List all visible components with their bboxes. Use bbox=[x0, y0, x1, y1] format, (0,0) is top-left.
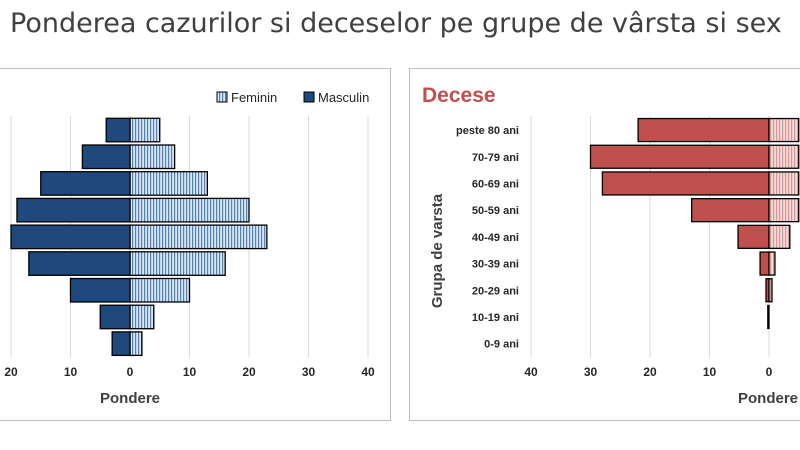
cases-bar-feminin-0-9-ani bbox=[129, 331, 143, 357]
cases-x-axis-title: Pondere bbox=[100, 390, 160, 407]
deaths-bar-masculin-30-39-ani bbox=[759, 251, 770, 276]
deaths-category-label: 20-29 ani bbox=[472, 285, 519, 297]
deaths-bar-feminin-70-79-ani bbox=[768, 144, 800, 169]
cases-bar-masculin-60-69-ani bbox=[40, 171, 131, 196]
deaths-bar-feminin-60-69-ani bbox=[768, 171, 800, 196]
deaths-bar-feminin-30-39-ani bbox=[768, 251, 776, 276]
deaths-bar-masculin-peste-80-ani bbox=[637, 117, 770, 143]
deaths-bar-feminin-20-29-ani bbox=[768, 278, 773, 303]
deaths-category-label: 0-9 ani bbox=[484, 339, 519, 351]
cases-bar-feminin-60-69-ani bbox=[129, 171, 208, 196]
deaths-x-tick-label: 30 bbox=[584, 365, 598, 379]
deaths-y-axis-title: Grupa de varsta bbox=[429, 193, 446, 308]
deaths-category-label: 40-49 ani bbox=[472, 232, 519, 244]
cases-bar-feminin-40-49-ani bbox=[129, 224, 268, 250]
deaths-bar-masculin-10-19-ani bbox=[767, 304, 770, 330]
deaths-bar-masculin-40-49-ani bbox=[737, 224, 770, 250]
deaths-category-label: 60-69 ani bbox=[472, 178, 519, 190]
deaths-bar-masculin-50-59-ani bbox=[690, 197, 770, 223]
legend-swatch-feminin bbox=[216, 91, 228, 103]
cases-bar-feminin-peste-80-ani bbox=[129, 117, 161, 143]
cases-bar-feminin-10-19-ani bbox=[129, 304, 155, 330]
deaths-bar-masculin-70-79-ani bbox=[589, 144, 770, 169]
cases-bar-masculin-30-39-ani bbox=[28, 251, 131, 276]
deaths-pyramid-chart: Decese 40 30 20 10 0 0-9 ani 10-19 ani 20-29 a… bbox=[422, 84, 800, 407]
cases-bar-feminin-30-39-ani bbox=[129, 251, 226, 276]
deaths-x-axis-title: Pondere bbox=[738, 390, 798, 407]
cases-chart-panel: 20 10 0 10 20 30 40 Pondere Feminin Masculin bbox=[0, 68, 391, 421]
cases-bar-feminin-20-29-ani bbox=[129, 277, 191, 303]
deaths-bar-feminin-peste-80-ani bbox=[768, 117, 800, 143]
cases-x-tick-label: 20 bbox=[4, 365, 18, 379]
cases-pyramid-chart: 20 10 0 10 20 30 40 Pondere Feminin Masculin bbox=[4, 90, 375, 407]
deaths-x-tick-label: 10 bbox=[703, 365, 717, 379]
deaths-x-tick-label: 20 bbox=[643, 365, 657, 379]
cases-x-tick-label: 0 bbox=[127, 365, 134, 379]
deaths-category-label: 30-39 ani bbox=[472, 259, 519, 271]
page-title: Ponderea cazurilor si deceselor pe grupe… bbox=[10, 8, 782, 39]
cases-x-tick-label: 10 bbox=[183, 365, 197, 379]
deaths-bar-feminin-50-59-ani bbox=[768, 197, 800, 223]
deaths-chart-panel: Decese 40 30 20 10 0 0-9 ani 10-19 ani 20-29 a… bbox=[409, 68, 800, 421]
legend-swatch-masculin bbox=[303, 91, 315, 103]
deaths-category-label: peste 80 ani bbox=[456, 125, 519, 137]
deaths-category-label: 50-59 ani bbox=[472, 205, 519, 217]
deaths-x-tick-label: 0 bbox=[766, 365, 773, 379]
cases-x-tick-label: 10 bbox=[64, 365, 78, 379]
legend-label-masculin: Masculin bbox=[318, 90, 369, 105]
cases-legend: Feminin Masculin bbox=[216, 90, 369, 105]
cases-bar-masculin-0-9-ani bbox=[111, 331, 131, 357]
deaths-chart-title: Decese bbox=[422, 84, 496, 107]
legend-label-feminin: Feminin bbox=[231, 90, 277, 105]
cases-bar-feminin-70-79-ani bbox=[129, 144, 176, 170]
cases-x-tick-label: 20 bbox=[242, 365, 256, 379]
deaths-category-label: 70-79 ani bbox=[472, 152, 519, 164]
cases-bar-masculin-20-29-ani bbox=[69, 277, 131, 303]
cases-bar-masculin-10-19-ani bbox=[99, 304, 131, 330]
cases-bar-masculin-40-49-ani bbox=[10, 224, 131, 250]
cases-x-tick-label: 40 bbox=[361, 365, 375, 379]
cases-bar-masculin-50-59-ani bbox=[16, 197, 131, 223]
deaths-x-tick-label: 40 bbox=[524, 365, 538, 379]
cases-x-tick-label: 30 bbox=[302, 365, 316, 379]
deaths-bar-feminin-40-49-ani bbox=[768, 224, 791, 250]
deaths-bar-masculin-60-69-ani bbox=[601, 171, 770, 196]
cases-bar-masculin-peste-80-ani bbox=[105, 117, 131, 143]
cases-bar-masculin-70-79-ani bbox=[81, 144, 131, 170]
cases-bar-feminin-50-59-ani bbox=[129, 197, 250, 223]
deaths-category-label: 10-19 ani bbox=[472, 312, 519, 324]
